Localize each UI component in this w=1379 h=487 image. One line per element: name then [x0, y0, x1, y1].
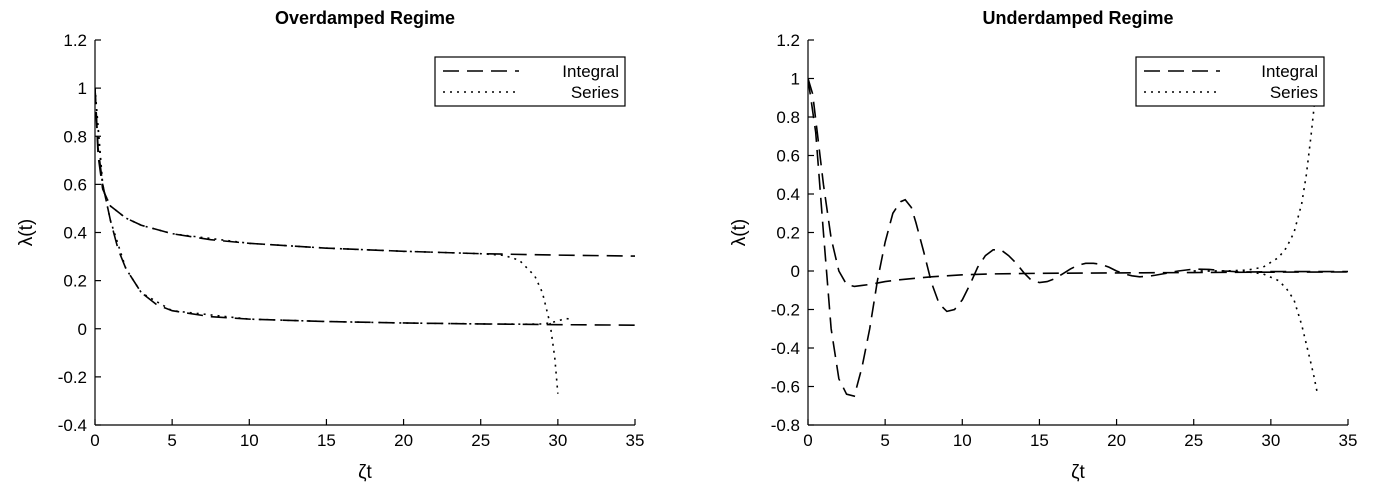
y-axis-label: λ(t) [729, 219, 750, 246]
y-tick-label: 0 [791, 262, 800, 281]
x-axis-label: ζt [358, 462, 372, 483]
legend-box [1135, 56, 1325, 107]
y-tick-label: 0.4 [63, 224, 87, 243]
x-tick-label: 0 [90, 431, 99, 450]
y-tick-label: -0.2 [58, 368, 87, 387]
y-tick-label: 1 [791, 70, 800, 89]
x-tick-label: 35 [1339, 431, 1358, 450]
series-line-dashed [95, 88, 635, 257]
series-line-dotted [95, 88, 559, 394]
x-tick-label: 30 [548, 431, 567, 450]
y-tick-label: 0.2 [63, 272, 87, 291]
y-tick-label: -0.6 [771, 378, 800, 397]
curves-group [95, 88, 635, 394]
legend-entry-label: Series [1270, 83, 1318, 102]
x-tick-label: 35 [626, 431, 645, 450]
y-axis-label: λ(t) [16, 219, 37, 246]
plot-title: Overdamped Regime [275, 8, 455, 28]
legend-entry-label: Integral [1261, 62, 1318, 81]
x-axis-label: ζt [1071, 462, 1085, 483]
series-line-dashed [95, 88, 635, 326]
y-tick-label: -0.4 [58, 416, 87, 435]
y-tick-label: 0.8 [776, 108, 800, 127]
x-tick-label: 0 [803, 431, 812, 450]
x-tick-label: 5 [880, 431, 889, 450]
series-line-dotted [1193, 270, 1318, 393]
series-line-dotted [95, 88, 574, 325]
x-tick-label: 25 [471, 431, 490, 450]
x-tick-label: 15 [1030, 431, 1049, 450]
y-tick-label: 1 [78, 79, 87, 98]
y-tick-label: 0.6 [63, 175, 87, 194]
y-tick-label: -0.2 [771, 301, 800, 320]
y-tick-label: 1.2 [776, 31, 800, 50]
y-tick-label: -0.4 [771, 339, 800, 358]
series-line-dotted [1193, 78, 1318, 272]
series-line-dashed [808, 78, 1348, 288]
legend-box [434, 56, 626, 107]
y-tick-label: 0.6 [776, 147, 800, 166]
series-line-dashed [808, 78, 1348, 398]
x-tick-label: 5 [167, 431, 176, 450]
legend-entry-label: Integral [562, 62, 619, 81]
legend-entry-label: Series [571, 83, 619, 102]
x-tick-label: 10 [240, 431, 259, 450]
curves-group [808, 78, 1348, 398]
panel-overdamped: 0 5 10 15 20 25 30 35 -0.4 -0.2 0 0.2 0.4 0.6 0.8 1 1.2 O… [16, 8, 644, 483]
x-tick-label: 15 [317, 431, 336, 450]
plot-title: Underdamped Regime [982, 8, 1173, 28]
x-tick-label: 30 [1261, 431, 1280, 450]
x-tick-label: 20 [394, 431, 413, 450]
x-tick-label: 10 [953, 431, 972, 450]
y-tick-label: -0.8 [771, 416, 800, 435]
legend: Integral Series [434, 56, 626, 107]
y-tick-label: 0.4 [776, 185, 800, 204]
y-tick-label: 0.2 [776, 224, 800, 243]
panel-underdamped: 0 5 10 15 20 25 30 35 -0.8 -0.6 -0.4 -0.2 0 0.2 0.4 0.6… [729, 8, 1357, 483]
x-tick-label: 25 [1184, 431, 1203, 450]
x-tick-label: 20 [1107, 431, 1126, 450]
y-tick-label: 0.8 [63, 127, 87, 146]
y-tick-label: 1.2 [63, 31, 87, 50]
y-tick-label: 0 [78, 320, 87, 339]
legend: Integral Series [1135, 56, 1325, 107]
